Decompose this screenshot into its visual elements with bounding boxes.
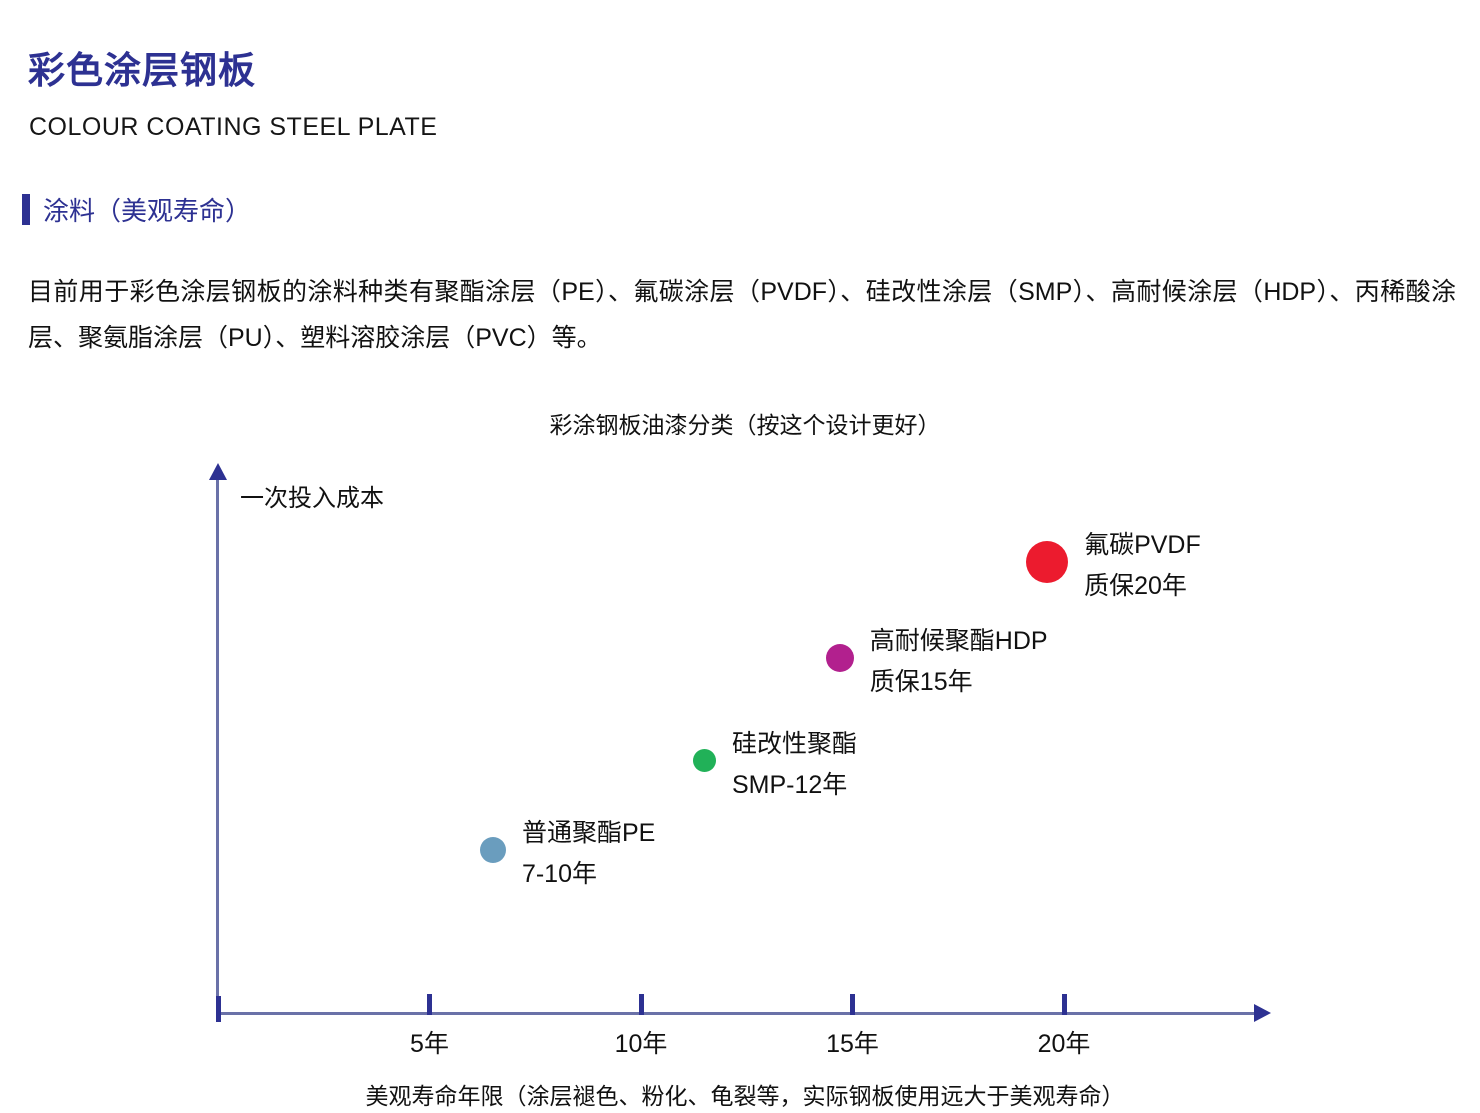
data-point-name: 普通聚酯PE <box>521 819 656 848</box>
data-point-life: 7-10年 <box>521 860 597 889</box>
data-point-name: 高耐候聚酯HDP <box>869 626 1048 655</box>
data-point-dot <box>825 643 854 672</box>
data-point-dot <box>1026 540 1069 583</box>
x-axis-tick <box>850 994 855 1015</box>
x-axis-tick-label: 15年 <box>826 1030 879 1058</box>
data-point-dot <box>692 749 716 772</box>
section-accent-bar <box>22 194 30 225</box>
chart-title: 彩涂钢板油漆分类（按这个设计更好） <box>549 412 941 438</box>
page-title: 彩色涂层钢板 <box>28 50 256 91</box>
x-axis-tick-label: 10年 <box>614 1030 668 1058</box>
data-point-label: 高耐候聚酯HDP 质保15年 <box>870 621 1048 703</box>
x-axis-tick-label: 20年 <box>1037 1030 1091 1058</box>
data-point-life: 质保20年 <box>1084 571 1187 600</box>
body-paragraph: 目前用于彩色涂层钢板的涂料种类有聚酯涂层（PE）、氟碳涂层（PVDF）、硅改性涂… <box>28 278 1456 352</box>
x-axis-tick <box>638 994 644 1015</box>
y-axis-label: 一次投入成本 <box>240 485 384 512</box>
data-point-life: 质保15年 <box>869 667 973 696</box>
x-axis-origin-tick <box>216 996 221 1022</box>
section-header: 涂料（美观寿命） <box>22 191 251 228</box>
data-point-name: 氟碳PVDF <box>1084 530 1201 559</box>
section-title: 涂料（美观寿命） <box>43 196 252 226</box>
data-point-label: 硅改性聚酯 SMP-12年 <box>732 724 857 806</box>
x-axis-tick-label: 5年 <box>410 1030 449 1058</box>
y-axis-line <box>216 478 219 1013</box>
data-point-name: 硅改性聚酯 <box>731 729 857 758</box>
x-axis-tick <box>427 994 432 1015</box>
page-subtitle: COLOUR COATING STEEL PLATE <box>29 113 438 141</box>
data-point-label: 氟碳PVDF 质保20年 <box>1084 525 1201 607</box>
x-axis-arrow-icon <box>1254 1004 1271 1022</box>
data-point-label: 普通聚酯PE 7-10年 <box>522 813 655 895</box>
x-axis-line <box>216 1012 1254 1015</box>
x-axis-tick <box>1061 994 1067 1015</box>
data-point-dot <box>479 837 506 864</box>
x-axis-caption: 美观寿命年限（涂层褪色、粉化、龟裂等，实际钢板使用远大于美观寿命） <box>365 1083 1125 1109</box>
y-axis-arrow-icon <box>209 463 227 480</box>
data-point-life: SMP-12年 <box>731 770 848 799</box>
